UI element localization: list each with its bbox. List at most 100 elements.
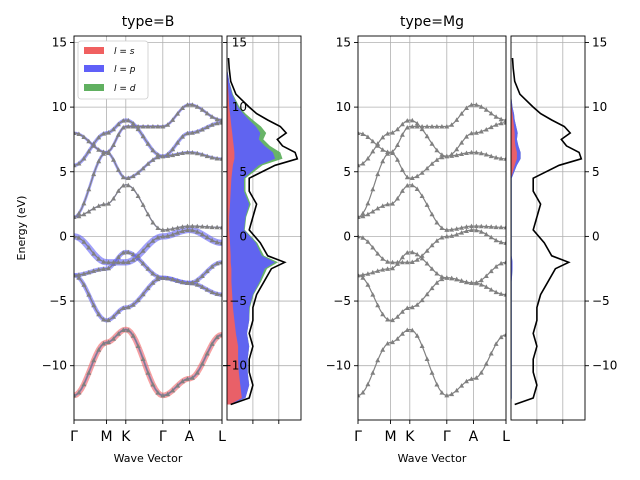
band-point <box>214 156 220 161</box>
band-point <box>194 150 200 156</box>
band-point <box>469 280 474 285</box>
band-structure-b: −10 −5 0 5 10 15 Γ M K Γ A L <box>42 35 226 445</box>
dos-ytick-label: 5 <box>239 165 247 179</box>
band-point <box>101 341 107 346</box>
band-point <box>209 155 215 160</box>
band-point <box>375 268 381 273</box>
dos-b: −10 −5 0 5 10 15 <box>222 35 302 424</box>
band-point <box>219 117 222 122</box>
band-point <box>503 156 506 161</box>
band-point <box>74 214 77 219</box>
band-point <box>219 224 222 230</box>
dos-frame <box>510 35 586 421</box>
band-point <box>358 130 361 135</box>
band-point <box>488 153 494 159</box>
band-point <box>434 280 440 285</box>
band-point <box>385 131 391 136</box>
band-point <box>409 259 415 264</box>
band-point <box>125 249 131 255</box>
band-point <box>165 151 171 157</box>
band-point <box>170 387 176 393</box>
band-point <box>81 282 87 287</box>
band-point <box>219 259 222 265</box>
band-point <box>419 170 425 175</box>
band-lines <box>358 102 506 398</box>
band-point <box>125 304 131 310</box>
band-point <box>185 376 190 381</box>
band-point <box>459 383 465 388</box>
band-point <box>120 305 126 310</box>
band-point <box>449 391 455 397</box>
band-point <box>478 104 484 109</box>
band-point <box>175 225 181 230</box>
band-point <box>91 268 97 273</box>
band-point <box>115 167 121 172</box>
band-point <box>150 157 156 162</box>
band-point <box>459 230 465 235</box>
band-point <box>165 391 171 397</box>
band-point <box>380 147 386 152</box>
band-point <box>209 341 215 346</box>
band-point <box>365 239 371 244</box>
band-point <box>434 271 440 276</box>
band-point <box>219 332 222 337</box>
band-point <box>360 213 366 219</box>
band-point <box>358 214 361 219</box>
band-point <box>498 239 504 245</box>
band-point <box>395 336 400 341</box>
band-point <box>175 383 181 388</box>
dos-ytick-label: −10 <box>222 359 247 373</box>
band-point <box>399 188 405 193</box>
band-point <box>439 154 445 160</box>
band-markers <box>74 227 222 265</box>
band-point <box>180 279 185 285</box>
band-point <box>414 173 420 179</box>
band-point <box>444 392 450 398</box>
band-point <box>478 370 484 375</box>
band-point <box>185 280 190 285</box>
band-markers <box>358 249 506 285</box>
band-point <box>130 124 136 129</box>
dos-ytick-label: 15 <box>592 35 607 49</box>
band-point <box>503 240 506 245</box>
band-point <box>429 211 435 217</box>
band-point <box>483 273 489 278</box>
band-point <box>165 233 171 238</box>
band-point <box>464 134 469 139</box>
band-point <box>390 317 395 323</box>
band-point <box>140 261 146 266</box>
band-point <box>120 183 126 188</box>
ytick-label: −5 <box>333 294 351 308</box>
band-point <box>429 370 435 375</box>
band-line <box>358 274 506 322</box>
band-point <box>209 122 215 127</box>
band-point <box>115 188 121 193</box>
xlabel-mg: Wave Vector <box>398 452 467 465</box>
band-point <box>375 205 381 211</box>
band-point <box>74 233 77 239</box>
band-point <box>111 126 116 132</box>
band-point <box>101 201 107 207</box>
band-point <box>478 229 484 234</box>
band-point <box>150 382 156 387</box>
band-point <box>414 257 420 262</box>
band-point <box>454 226 460 231</box>
band-point <box>478 150 484 156</box>
band-point <box>478 223 484 229</box>
band-point <box>101 131 107 136</box>
band-point <box>390 339 395 345</box>
legend-swatch-p <box>84 65 104 72</box>
band-point <box>160 392 166 398</box>
band-point <box>180 224 185 229</box>
band-point <box>96 158 102 164</box>
band-point <box>414 333 420 338</box>
band-point <box>483 107 489 112</box>
band-frame <box>73 35 223 421</box>
band-point <box>399 331 405 336</box>
band-point <box>419 297 425 303</box>
band-point <box>414 121 420 126</box>
band-point <box>185 149 190 155</box>
band-point <box>404 259 410 265</box>
ktick-label: K <box>121 429 131 445</box>
band-point <box>454 117 460 122</box>
